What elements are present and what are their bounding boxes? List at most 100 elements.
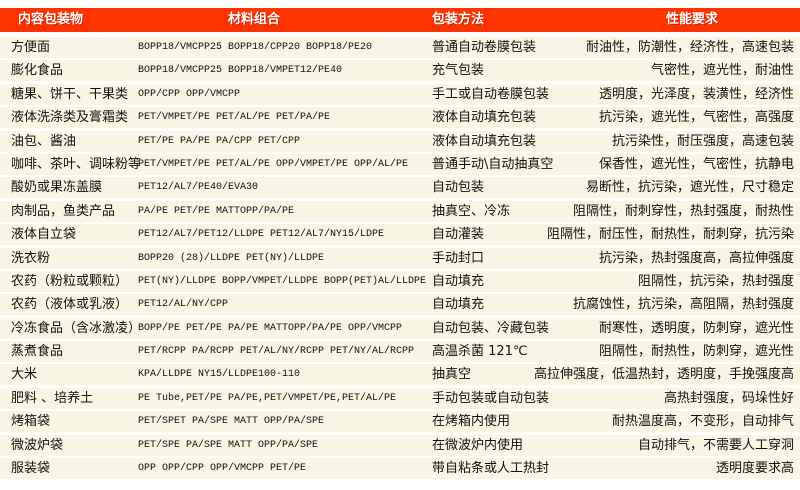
header-method: 包装方法 [432,12,485,27]
table-row: 液体洗涤类及膏霜类 PET/VMPET/PE PET/AL/PE PET/PA/P… [0,107,800,129]
cell-contents: 液体自立袋 [11,227,77,243]
table-row: 方便面 BOPP18/VMCPP25 BOPP18/CPP20 BOPP18/PE… [0,37,800,58]
table-row: 农药（粉粒或颗粒） PET(NY)/LLDPE BOPP/VMPET/LLDPE … [0,270,800,292]
cell-contents: 洗衣粉 [11,250,51,266]
cell-performance: 抗污染，热封强度高，高拉伸强度 [598,250,794,266]
cell-materials: PE Tube,PET/PE PA/PE,PET/VMPET/PE,PET/AL… [138,392,397,404]
cell-contents: 农药（液体或乳液） [11,297,129,313]
cell-performance: 透明度要求高 [715,461,794,477]
cell-method: 抽真空、冷冻 [432,203,511,219]
cell-materials: PA/PE PET/PE MATTOPP/PA/PE [138,205,295,217]
header-materials: 材料组合 [228,12,281,27]
cell-performance: 抗污染性，耐压强度，高速包装 [611,133,794,149]
cell-materials: PET12/AL7/PET12/LLDPE PET12/AL7/NY15/LDP… [138,229,385,241]
cell-method: 自动填充 [432,297,485,313]
cell-materials: PET/PE PA/PE PA/CPP PET/CPP [138,135,301,147]
cell-materials: PET/VMPET/PE PET/AL/PE OPP/VMPET/PE OPP/… [138,158,409,170]
cell-materials: KPA/LLDPE NY15/LLDPE100-110 [138,369,301,381]
cell-contents: 糖果、饼干、干果类 [11,86,129,102]
table-row: 肥料 、培养土 PE Tube,PET/PE PA/PE,PET/VMPET/PE… [0,387,800,409]
cell-contents: 服装袋 [11,461,51,477]
cell-materials: PET/SPET PA/SPE MATT OPP/PA/SPE [138,416,325,428]
cell-method: 自动包装、冷藏包装 [432,320,550,336]
cell-contents: 农药（粉粒或颗粒） [11,273,129,289]
cell-materials: BOPP18/VMCPP25 BOPP18/VMPET12/PE40 [138,65,343,77]
cell-performance: 耐热温度高，不变形，自动排气 [611,414,794,430]
cell-materials: PET/VMPET/PE PET/AL/PE PET/PA/PE [138,112,331,124]
cell-materials: PET/RCPP PA/RCPP PET/AL/NY/RCPP PET/NY/A… [138,346,415,358]
cell-contents: 蒸煮食品 [11,344,64,360]
cell-method: 高温杀菌 121℃ [432,344,528,360]
cell-performance: 抗腐蚀性，抗污染，高阻隔，热封强度 [572,297,794,313]
cell-method: 自动填充 [432,273,485,289]
table-row: 农药（液体或乳液） PET12/AL/NY/CPP 自动填充 抗腐蚀性，抗污染，高阻隔… [0,294,800,316]
cell-contents: 微波炉袋 [11,437,64,453]
cell-method: 普通自动卷膜包装 [432,40,537,55]
cell-method: 手工或自动卷膜包装 [432,86,550,102]
table-row: 大米 KPA/LLDPE NY15/LLDPE100-110 抽真空 高拉伸强度，低温… [0,364,800,386]
table-row: 糖果、饼干、干果类 OPP/CPP OPP/VMCPP 手工或自动卷膜包装 透明度，光… [0,83,800,105]
cell-performance: 耐寒性，透明度，防刺穿，遮光性 [598,320,794,336]
cell-method: 带自粘条或人工热封 [432,461,550,477]
cell-performance: 易断性，抗污染，遮光性，尺寸稳定 [585,180,794,196]
cell-contents: 方便面 [11,40,51,55]
table-row: 烤箱袋 PET/SPET PA/SPE MATT OPP/PA/SPE 在烤箱内使用… [0,411,800,433]
cell-materials: OPP OPP/CPP OPP/VMCPP PET/PE [138,463,307,475]
cell-materials: PET(NY)/LLDPE BOPP/VMPET/LLDPE BOPP(PET)… [138,275,427,287]
table-row: 冷冻食品（含冰激凌） BOPP/PE PET/PE PA/PE MATTOPP/P… [0,317,800,339]
cell-performance: 阻隔性，耐压性，耐热性，耐刺穿，抗污染 [546,227,794,243]
cell-method: 充气包装 [432,63,485,79]
cell-method: 液体自动填充包装 [432,133,537,149]
table-header: 内容包装物 材料组合 包装方法 性能要求 [0,8,800,32]
cell-materials: BOPP20 (28)/LLDPE PET(NY)/LLDPE [138,252,325,264]
table-row: 液体自立袋 PET12/AL7/PET12/LLDPE PET12/AL7/NY1… [0,224,800,246]
cell-contents: 肉制品，鱼类产品 [11,203,116,219]
cell-performance: 透明度，光泽度，装潢性，经济性 [598,86,794,102]
cell-materials: PET/SPE PA/SPE MATT OPP/PA/SPE [138,439,319,451]
cell-method: 普通手动\自动抽真空 [432,156,554,172]
cell-contents: 烤箱袋 [11,414,51,430]
cell-materials: BOPP18/VMCPP25 BOPP18/CPP20 BOPP18/PE20 [138,42,373,53]
cell-performance: 阻隔性，耐刺穿性，热封强度，耐热性 [572,203,794,219]
table-row: 膨化食品 BOPP18/VMCPP25 BOPP18/VMPET12/PE40 充气… [0,60,800,82]
cell-performance: 抗污染，遮光性，气密性，高强度 [598,110,794,126]
cell-materials: OPP/CPP OPP/VMCPP [138,88,241,100]
cell-performance: 阻隔性，耐热性，防刺穿，遮光性 [598,344,794,360]
cell-materials: BOPP/PE PET/PE PA/PE MATTOPP/PA/PE OPP/V… [138,322,403,334]
table-row: 酸奶或果冻盖膜 PET12/AL7/PE40/EVA30 自动包装 易断性，抗污染，遮… [0,177,800,199]
cell-performance: 高热封强度，码垛性好 [663,390,794,406]
table-row: 咖啡、茶叶、调味粉等 PET/VMPET/PE PET/AL/PE OPP/VMP… [0,153,800,175]
table-row: 肉制品，鱼类产品 PA/PE PET/PE MATTOPP/PA/PE 抽真空、冷冻… [0,200,800,222]
cell-contents: 膨化食品 [11,63,64,79]
cell-performance: 气密性，遮光性，耐油性 [650,63,794,79]
cell-contents: 油包、酱油 [11,133,77,149]
cell-method: 自动灌装 [432,227,485,243]
cell-performance: 保香性，遮光性，气密性，抗静电 [598,156,794,172]
cell-performance: 耐油性，防潮性，经济性，高速包装 [585,40,794,55]
cell-method: 液体自动填充包装 [432,110,537,126]
table-row: 服装袋 OPP OPP/CPP OPP/VMCPP PET/PE 带自粘条或人工热封… [0,458,800,480]
cell-contents: 咖啡、茶叶、调味粉等 [11,156,142,172]
cell-method: 自动包装 [432,180,485,196]
cell-method: 在微波炉内使用 [432,437,524,453]
cell-method: 在烤箱内使用 [432,414,511,430]
table-body: 方便面 BOPP18/VMCPP25 BOPP18/CPP20 BOPP18/PE… [0,37,800,481]
table-row: 洗衣粉 BOPP20 (28)/LLDPE PET(NY)/LLDPE 手动封口 抗污… [0,247,800,269]
table-row: 蒸煮食品 PET/RCPP PA/RCPP PET/AL/NY/RCPP PET/… [0,341,800,363]
cell-materials: PET12/AL/NY/CPP [138,299,229,311]
table-row: 油包、酱油 PET/PE PA/PE PA/CPP PET/CPP 液体自动填充包装… [0,130,800,152]
cell-method: 抽真空 [432,367,472,383]
cell-materials: PET12/AL7/PE40/EVA30 [138,182,259,194]
header-performance: 性能要求 [666,12,719,27]
cell-method: 手动封口 [432,250,485,266]
header-contents: 内容包装物 [18,12,84,27]
table-row: 微波炉袋 PET/SPE PA/SPE MATT OPP/PA/SPE 在微波炉内使… [0,434,800,456]
cell-contents: 酸奶或果冻盖膜 [11,180,103,196]
cell-performance: 高拉伸强度，低温热封，透明度，手挽强度高 [533,367,794,383]
cell-performance: 自动排气，不需要人工穿洞 [637,437,794,453]
cell-contents: 大米 [11,367,38,383]
cell-contents: 冷冻食品（含冰激凌） [11,320,142,336]
cell-performance: 阻隔性，抗污染，热封强度 [637,273,794,289]
cell-contents: 肥料 、培养土 [11,390,94,406]
cell-method: 手动包装或自动包装 [432,390,550,406]
